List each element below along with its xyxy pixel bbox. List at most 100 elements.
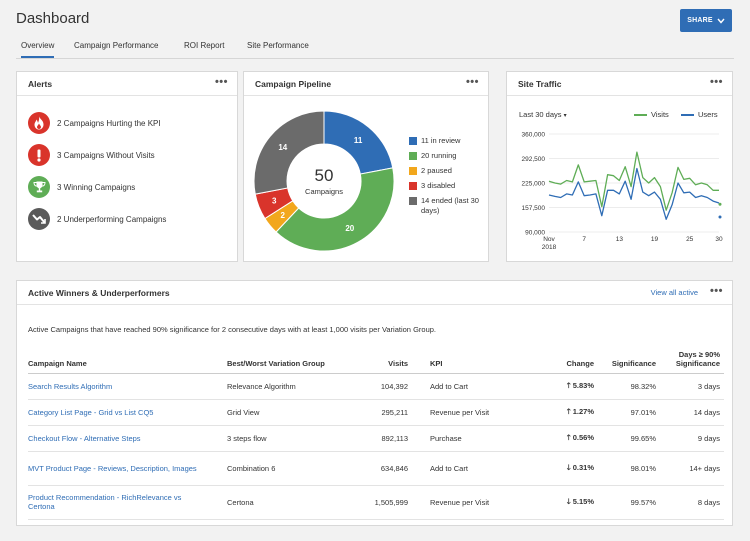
- variation-group: Relevance Algorithm: [227, 373, 347, 400]
- days-value: 9 days: [660, 425, 724, 452]
- tab-campaign-performance[interactable]: Campaign Performance: [74, 41, 159, 50]
- y-tick-label: 90,000: [525, 230, 545, 237]
- arrow-up-icon: 🡑: [566, 432, 573, 442]
- tab-site-performance[interactable]: Site Performance: [247, 41, 309, 50]
- change-percent: 5.15%: [572, 496, 594, 506]
- campaign-name-link[interactable]: MVT Product Page - Reviews, Description,…: [28, 451, 227, 486]
- kpi-value: Add to Cart: [412, 373, 530, 400]
- kpi-value: Add to Cart: [412, 451, 530, 486]
- donut-segment[interactable]: [253, 110, 325, 195]
- winners-table: Campaign Name Best/Worst Variation Group…: [28, 341, 724, 520]
- legend-swatch: [409, 137, 417, 145]
- visits-value: 634,846: [347, 451, 412, 486]
- trophy-icon: [28, 176, 50, 198]
- arrow-down-icon: 🡓: [566, 496, 573, 506]
- alert-item-hurting-kpi[interactable]: 2 Campaigns Hurting the KPI: [28, 111, 161, 135]
- alert-label: 2 Underperforming Campaigns: [57, 214, 167, 224]
- change-percent: 0.31%: [572, 462, 594, 472]
- legend-label: Visits: [651, 110, 669, 119]
- table-row: MVT Product Page - Reviews, Description,…: [28, 451, 724, 486]
- pipeline-title: Campaign Pipeline: [255, 79, 332, 89]
- date-range-label: Last 30 days: [519, 110, 562, 119]
- col-kpi[interactable]: KPI: [412, 341, 530, 374]
- table-header-row: Campaign Name Best/Worst Variation Group…: [28, 341, 724, 374]
- col-change[interactable]: Change: [530, 341, 598, 374]
- pipeline-menu-icon[interactable]: •••: [465, 76, 479, 88]
- traffic-menu-icon[interactable]: •••: [709, 76, 723, 88]
- kpi-value: Revenue per Visit: [412, 485, 530, 520]
- series-line: [548, 151, 719, 211]
- col-days-significance[interactable]: Days ≥ 90% Significance: [660, 341, 724, 374]
- x-tick-label: 25: [686, 236, 694, 243]
- legend-label: 3 disabled: [421, 181, 456, 190]
- alerts-menu-icon[interactable]: •••: [214, 76, 228, 88]
- legend-visits: Visits: [634, 110, 669, 119]
- variation-group: Combination 6: [227, 451, 347, 486]
- donut-segment-label: 14: [278, 143, 287, 152]
- significance-value: 99.57%: [598, 485, 660, 520]
- series-end-marker: [718, 202, 722, 206]
- visits-value: 295,211: [347, 399, 412, 426]
- col-variation-group[interactable]: Best/Worst Variation Group: [227, 341, 347, 374]
- traffic-title: Site Traffic: [518, 79, 562, 89]
- alerts-panel: Alerts ••• 2 Campaigns Hurting the KPI 3…: [16, 71, 238, 262]
- winners-menu-icon[interactable]: •••: [709, 285, 723, 297]
- table-row: Checkout Flow - Alternative Steps 3 step…: [28, 425, 724, 452]
- x-year-label: 2018: [542, 244, 557, 251]
- alerts-title: Alerts: [28, 79, 53, 89]
- alert-item-winning[interactable]: 3 Winning Campaigns: [28, 175, 135, 199]
- legend-swatch: [409, 197, 417, 205]
- campaign-name-link[interactable]: Category List Page - Grid vs List CQ5: [28, 399, 227, 426]
- tab-overview[interactable]: Overview: [21, 41, 55, 58]
- chevron-down-icon: ▾: [563, 113, 567, 119]
- change-value: 🡓 5.15%: [530, 485, 598, 520]
- alert-item-without-visits[interactable]: 3 Campaigns Without Visits: [28, 143, 155, 167]
- x-tick-label: 30: [715, 236, 723, 243]
- x-tick-label: 7: [582, 236, 586, 243]
- col-significance[interactable]: Significance: [598, 341, 660, 374]
- winners-title: Active Winners & Underperformers: [28, 288, 170, 298]
- traffic-panel: Site Traffic ••• Last 30 days ▾ Visits U…: [506, 71, 733, 262]
- col-campaign-name[interactable]: Campaign Name: [28, 341, 227, 374]
- donut-segment[interactable]: [275, 167, 395, 252]
- legend-label: 20 running: [421, 151, 457, 160]
- tab-roi-report[interactable]: ROI Report: [184, 41, 225, 50]
- alerts-header: Alerts •••: [17, 72, 237, 96]
- view-all-active-link[interactable]: View all active: [650, 288, 698, 297]
- days-value: 14 days: [660, 399, 724, 426]
- share-button[interactable]: SHARE: [680, 9, 732, 32]
- share-label: SHARE: [687, 17, 713, 24]
- date-range-dropdown[interactable]: Last 30 days ▾: [519, 110, 567, 119]
- pipeline-donut-chart: 11 20 23 14 50 Campaigns: [253, 110, 395, 252]
- table-row: Product Recommendation - RichRelevance v…: [28, 485, 724, 520]
- campaign-name-link[interactable]: Search Results Algorithm: [28, 373, 227, 400]
- days-value: 14+ days: [660, 451, 724, 486]
- alert-label: 3 Winning Campaigns: [57, 182, 136, 192]
- trend-down-icon: [28, 208, 50, 230]
- y-tick-label: 157,500: [522, 205, 546, 212]
- days-value: 3 days: [660, 373, 724, 400]
- arrow-up-icon: 🡑: [566, 406, 573, 416]
- donut-segment-label: 11: [354, 136, 363, 145]
- variation-group: Grid View: [227, 399, 347, 426]
- legend-label: 2 paused: [421, 166, 452, 175]
- pipeline-center-value: 50: [315, 166, 334, 185]
- variation-group: 3 steps flow: [227, 425, 347, 452]
- donut-segment-label: 3: [272, 197, 277, 206]
- alert-item-underperforming[interactable]: 2 Underperforming Campaigns: [28, 207, 166, 231]
- change-value: 🡑 0.56%: [530, 425, 598, 452]
- col-visits[interactable]: Visits: [347, 341, 412, 374]
- chevron-down-icon: [717, 18, 725, 24]
- campaign-name-link[interactable]: Checkout Flow - Alternative Steps: [28, 425, 227, 452]
- series-end-marker: [718, 215, 722, 219]
- winners-description: Active Campaigns that have reached 90% s…: [28, 325, 436, 334]
- table-row: Category List Page - Grid vs List CQ5 Gr…: [28, 399, 724, 426]
- legend-paused: 2 paused: [409, 166, 452, 176]
- legend-swatch: [409, 152, 417, 160]
- y-tick-label: 292,500: [522, 156, 546, 163]
- visits-value: 104,392: [347, 373, 412, 400]
- significance-value: 99.65%: [598, 425, 660, 452]
- y-tick-label: 225,000: [522, 181, 546, 188]
- campaign-name-link[interactable]: Product Recommendation - RichRelevance v…: [28, 485, 227, 520]
